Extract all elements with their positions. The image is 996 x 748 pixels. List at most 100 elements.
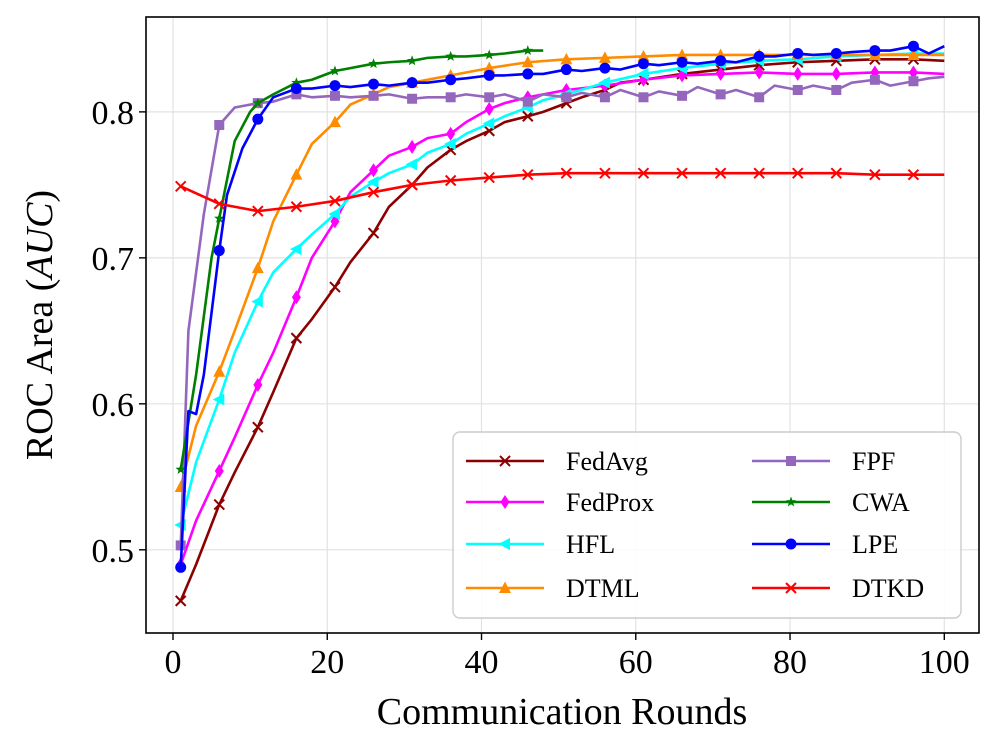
data-point-hfl (212, 393, 225, 406)
data-point-lpe (599, 62, 611, 74)
data-point-fpf (329, 90, 340, 101)
data-point-cwa (522, 45, 534, 56)
data-point-fpf (677, 90, 688, 101)
legend-item-fpf: FPF (752, 447, 895, 476)
data-point-cwa (214, 212, 225, 223)
data-point-fpf (368, 90, 379, 101)
y-tick-label: 0.7 (92, 241, 135, 278)
data-point-dtkd (329, 195, 341, 207)
data-point-fedprox (716, 66, 726, 81)
data-point-dtkd (444, 174, 457, 187)
legend-label-dtkd: DTKD (852, 574, 924, 603)
data-point-dtkd-stroke (213, 198, 225, 210)
data-point-dtml (483, 61, 496, 74)
data-point-fpf (599, 92, 610, 103)
data-point-dtkd (560, 167, 573, 179)
data-point-dtkd (175, 180, 187, 193)
data-point-fpf (908, 76, 919, 87)
data-point-hfl (289, 243, 302, 256)
data-point-dtkd-stroke (599, 167, 611, 179)
data-point-lpe (483, 69, 495, 81)
data-point-fpf (445, 92, 456, 103)
data-point-dtkd-stroke (290, 201, 303, 213)
data-point-dtml (907, 48, 920, 60)
series-dtkd (175, 167, 945, 217)
data-point-dtkd-stroke (444, 174, 457, 187)
data-point-fpf (407, 93, 418, 104)
x-tick-label: 60 (619, 644, 653, 681)
data-point-dtkd (637, 167, 650, 179)
series-layer (174, 40, 945, 607)
legend-marker-cwa (785, 496, 797, 507)
legend-item-lpe: LPE (752, 530, 898, 559)
data-point-dtkd (869, 168, 881, 181)
legend-marker-dtkd-stroke (785, 582, 797, 594)
legend-item-dtkd: DTKD (752, 574, 924, 603)
x-tick-label: 80 (773, 644, 807, 681)
data-point-dtml (213, 365, 226, 377)
y-tick-label: 0.8 (92, 95, 135, 132)
data-point-lpe (869, 45, 881, 57)
data-point-dtkd-stroke (175, 180, 187, 193)
data-point-hfl (367, 175, 379, 188)
data-point-fpf (869, 74, 880, 85)
data-point-dtkd-stroke (792, 167, 804, 179)
axis-ticks: 0 20 40 60 80 100 0.5 0.6 0.7 0.8 (92, 95, 970, 681)
data-point-fpf (484, 92, 495, 103)
data-point-dtkd (599, 167, 611, 179)
y-axis-title: ROC Area (AUC) (19, 190, 61, 460)
data-point-fpf (291, 89, 302, 100)
data-point-lpe (522, 68, 534, 80)
legend-marker-fedprox (500, 495, 510, 509)
data-point-fedavg (329, 281, 341, 293)
data-point-dtml (676, 48, 689, 60)
data-point-dtkd-stroke (907, 168, 920, 181)
data-point-fedprox (908, 65, 918, 80)
data-point-lpe (715, 55, 727, 67)
data-point-lpe (830, 47, 842, 59)
x-tick-label: 40 (465, 644, 499, 681)
data-point-dtkd (753, 167, 765, 179)
data-point-fedavg-stroke (252, 421, 264, 433)
data-point-dtkd (676, 167, 688, 179)
data-point-hfl (636, 67, 649, 80)
data-point-lpe (368, 78, 380, 90)
data-point-dtkd-stroke (753, 167, 765, 179)
x-axis-title: Communication Rounds (377, 691, 748, 733)
data-point-lpe (753, 50, 765, 62)
data-point-fedprox (484, 101, 494, 116)
data-point-fpf (831, 84, 842, 95)
data-point-fedprox (793, 66, 803, 81)
plot-frame (145, 16, 980, 634)
legend-marker-dtml (499, 581, 511, 593)
legend-marker-fedavg (499, 455, 511, 467)
data-point-fedprox (253, 377, 263, 392)
data-point-fedprox (291, 290, 301, 305)
data-point-dtkd-stroke (676, 167, 688, 179)
legend-label-lpe: LPE (852, 530, 898, 559)
data-point-fpf (792, 84, 803, 95)
legend: FedAvg FedProx HFL DTML FPF CWA LPE DTKD (452, 431, 962, 619)
legend-marker-fpf (786, 456, 796, 466)
data-point-hfl (251, 295, 263, 308)
data-point-fedavg-stroke (213, 498, 225, 511)
legend-label-fpf: FPF (852, 447, 895, 476)
data-point-dtkd (830, 167, 843, 179)
legend-label-dtml: DTML (566, 574, 640, 603)
legend-item-fedprox: FedProx (466, 488, 654, 517)
data-point-dtkd (483, 171, 495, 184)
legend-label-hfl: HFL (566, 530, 615, 559)
data-point-dtkd-stroke (483, 171, 495, 184)
data-point-lpe (213, 245, 225, 257)
data-point-dtkd-stroke (522, 168, 534, 181)
data-point-lpe (637, 58, 649, 70)
y-tick-label: 0.5 (92, 533, 135, 570)
legend-marker-fedavg-stroke (499, 455, 511, 467)
data-point-dtml (560, 52, 573, 65)
y-tick-label: 0.6 (92, 387, 135, 424)
legend-item-dtml: DTML (466, 574, 640, 603)
data-point-hfl (482, 117, 495, 130)
data-point-fedavg (290, 332, 303, 344)
data-point-fedavg-stroke (522, 110, 534, 122)
